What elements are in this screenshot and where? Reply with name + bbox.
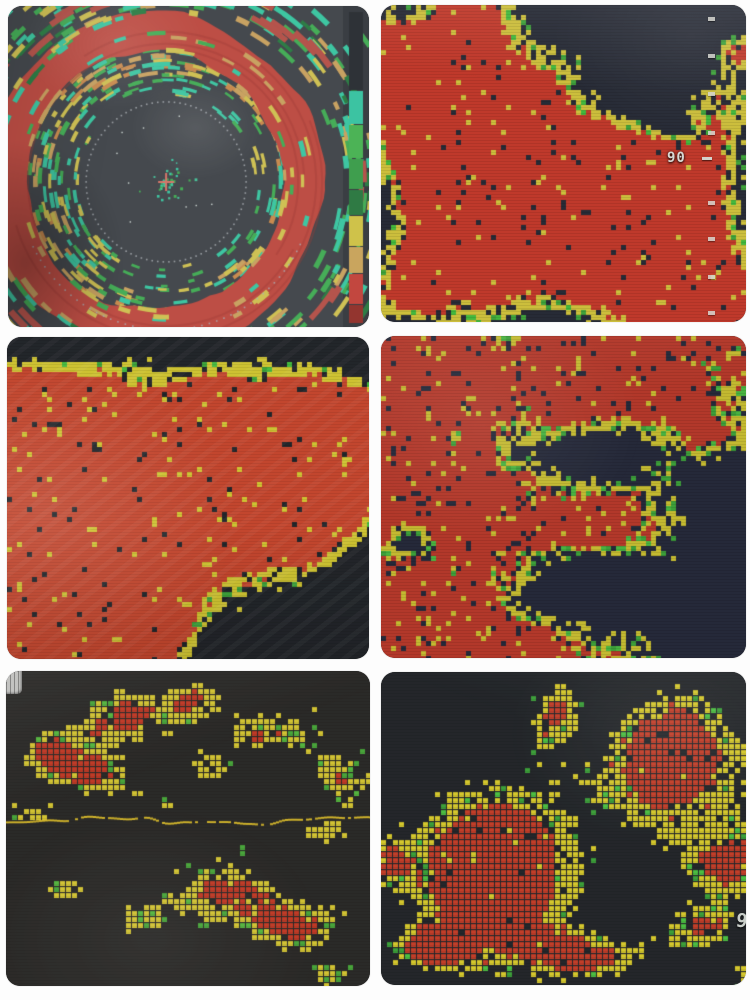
echogram-canvas xyxy=(381,5,746,322)
panel-echogram-bottom-left xyxy=(6,671,370,986)
panel-echogram-mid-left xyxy=(7,337,369,659)
echogram-canvas xyxy=(381,336,746,658)
panel-echogram-bottom-right: 9 xyxy=(381,672,746,985)
omni-sonar-canvas xyxy=(8,6,369,327)
panel-echogram-top-right: 90 xyxy=(381,5,746,322)
panel-omni-sonar xyxy=(8,6,369,327)
echogram-canvas xyxy=(381,672,746,985)
panel-echogram-mid-right xyxy=(381,336,746,658)
echogram-canvas xyxy=(6,671,370,986)
echogram-canvas xyxy=(7,337,369,659)
